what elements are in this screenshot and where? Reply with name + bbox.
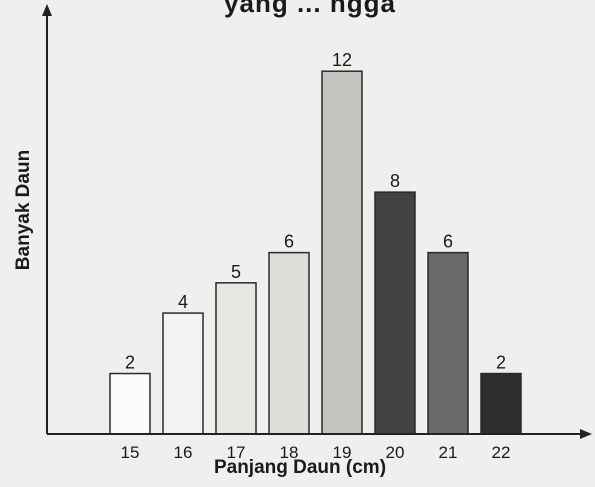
x-tick-label-21: 21 bbox=[439, 443, 458, 462]
value-label-19: 12 bbox=[332, 50, 352, 70]
value-label-16: 4 bbox=[178, 292, 188, 312]
axes bbox=[42, 4, 592, 439]
y-axis-arrow bbox=[42, 4, 52, 16]
bar-17 bbox=[215, 282, 257, 435]
value-label-17: 5 bbox=[231, 262, 241, 282]
x-axis-arrow bbox=[580, 429, 592, 439]
bar-21 bbox=[427, 251, 469, 435]
x-tick-label-22: 22 bbox=[492, 443, 511, 462]
y-axis-label: Banyak Daun bbox=[13, 149, 34, 271]
x-tick-label-15: 15 bbox=[121, 443, 140, 462]
bar-16 bbox=[162, 312, 204, 435]
x-tick-label-20: 20 bbox=[386, 443, 405, 462]
bar-15 bbox=[109, 372, 151, 435]
chart-title-fragment: yang ... ngga bbox=[224, 0, 396, 18]
value-label-22: 2 bbox=[496, 353, 506, 373]
x-tick-label-18: 18 bbox=[280, 443, 299, 462]
x-tick-label-17: 17 bbox=[227, 443, 246, 462]
value-label-15: 2 bbox=[125, 353, 135, 373]
bar-22 bbox=[480, 372, 522, 435]
bars-group bbox=[109, 70, 522, 435]
x-tick-label-19: 19 bbox=[333, 443, 352, 462]
value-label-20: 8 bbox=[390, 171, 400, 191]
bar-19 bbox=[321, 70, 363, 435]
value-labels-group: 2 4 5 6 12 8 6 2 bbox=[125, 50, 506, 372]
x-tick-labels-group: 15 16 17 18 19 20 21 22 bbox=[121, 443, 511, 462]
value-label-21: 6 bbox=[443, 232, 453, 252]
bar-20 bbox=[374, 191, 416, 435]
bar-18 bbox=[268, 251, 310, 435]
x-tick-label-16: 16 bbox=[174, 443, 193, 462]
value-label-18: 6 bbox=[284, 232, 294, 252]
x-axis-label: Panjang Daun (cm) bbox=[213, 457, 387, 478]
